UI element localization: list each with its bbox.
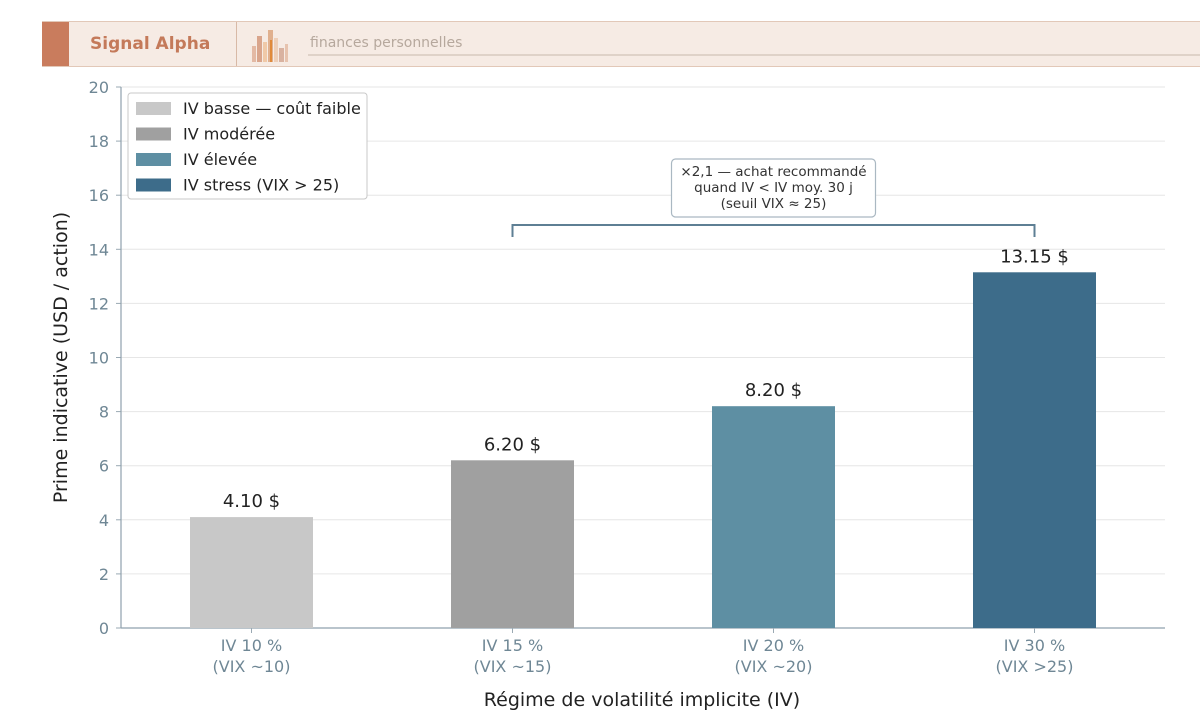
legend-swatch [136,178,171,192]
header-divider [236,22,237,66]
legend-swatch [136,153,171,166]
x-tick-label: IV 30 % [1004,636,1065,655]
legend-label: IV élevée [183,150,257,169]
annotation-box [670,158,877,218]
legend-box [127,92,368,200]
legend-label: IV modérée [183,125,275,144]
x-axis-title: Régime de volatilité implicite (IV) [484,689,800,711]
y-tick-label: 10 [89,349,109,368]
y-tick-label: 20 [89,78,109,97]
brand-name[interactable]: Signal Alpha [90,34,211,54]
header-rule [308,54,1200,56]
y-tick-label: 0 [99,619,109,638]
header-tagline: finances personnelles [310,35,463,51]
legend-swatch [136,102,171,115]
bar-value-label: 6.20 $ [484,434,541,455]
site-header: Signal Alpha finances personnelles [42,21,1200,67]
y-tick-label: 16 [89,186,109,205]
annotation-text: ×2,1 — achat recommandé [680,164,866,180]
annotation-text: quand IV < IV moy. 30 j [694,180,853,196]
x-tick-label: (VIX >25) [996,657,1074,676]
y-axis-title: Prime indicative (USD / action) [50,212,72,503]
bar [712,406,835,628]
y-tick-label: 2 [99,565,109,584]
city-skyline-icon [252,30,288,62]
bar [190,517,313,628]
x-tick-label: (VIX ~20) [735,657,813,676]
y-tick-label: 14 [89,240,109,259]
y-tick-label: 8 [99,403,109,422]
legend-label: IV stress (VIX > 25) [183,176,339,195]
legend-label: IV basse — coût faible [183,99,361,118]
x-tick-label: IV 10 % [221,636,282,655]
annotation-bracket [511,223,1036,237]
legend-swatch [136,127,171,141]
bar-value-label: 4.10 $ [223,491,280,512]
annotation-text: (seuil VIX ≈ 25) [721,196,827,212]
y-tick-label: 18 [89,132,109,151]
x-tick-label: IV 15 % [482,636,543,655]
bar-value-label: 13.15 $ [1000,246,1069,267]
x-tick-label: (VIX ~10) [213,657,291,676]
x-tick-label: (VIX ~15) [474,657,552,676]
bar [451,460,574,628]
y-tick-label: 12 [89,294,109,313]
y-tick-label: 6 [99,457,109,476]
bar-value-label: 8.20 $ [745,380,802,401]
x-tick-label: IV 20 % [743,636,804,655]
y-tick-label: 4 [99,511,109,530]
bar [973,272,1096,628]
header-accent-bar [42,22,69,66]
